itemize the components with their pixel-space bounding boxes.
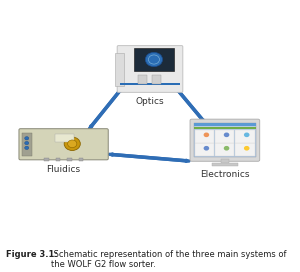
Bar	[120, 82, 180, 85]
Circle shape	[25, 146, 29, 150]
Bar	[195, 130, 214, 143]
Bar	[215, 143, 234, 156]
Circle shape	[244, 146, 250, 151]
Circle shape	[224, 132, 229, 137]
FancyBboxPatch shape	[19, 129, 108, 160]
Circle shape	[224, 146, 229, 151]
Bar	[22, 133, 32, 156]
Circle shape	[64, 137, 80, 150]
Text: Optics: Optics	[136, 97, 164, 106]
Circle shape	[244, 132, 250, 137]
Circle shape	[25, 141, 29, 145]
Bar	[194, 123, 256, 126]
Bar	[212, 163, 238, 166]
FancyBboxPatch shape	[190, 119, 260, 161]
Bar	[235, 143, 254, 156]
Bar	[79, 158, 83, 161]
Bar	[55, 134, 74, 142]
Bar	[215, 130, 234, 143]
Bar	[195, 143, 214, 156]
Circle shape	[68, 140, 77, 148]
Bar	[138, 75, 147, 84]
Bar	[56, 158, 60, 161]
Bar	[67, 158, 72, 161]
Bar	[44, 158, 49, 161]
Circle shape	[25, 137, 29, 140]
Bar	[235, 130, 254, 143]
Bar	[194, 127, 256, 129]
Text: Electronics: Electronics	[200, 170, 250, 179]
Bar	[134, 48, 174, 71]
Bar	[194, 123, 256, 157]
Bar	[116, 54, 124, 86]
Text: Fluidics: Fluidics	[46, 165, 81, 174]
FancyBboxPatch shape	[117, 46, 183, 92]
Circle shape	[204, 132, 209, 137]
Text: Figure 3.1:: Figure 3.1:	[6, 250, 58, 259]
Circle shape	[204, 146, 209, 151]
Bar	[152, 75, 161, 84]
Circle shape	[145, 52, 163, 67]
Bar	[220, 159, 229, 164]
Text: Schematic representation of the three main systems of the WOLF G2 flow sorter.: Schematic representation of the three ma…	[51, 250, 286, 269]
